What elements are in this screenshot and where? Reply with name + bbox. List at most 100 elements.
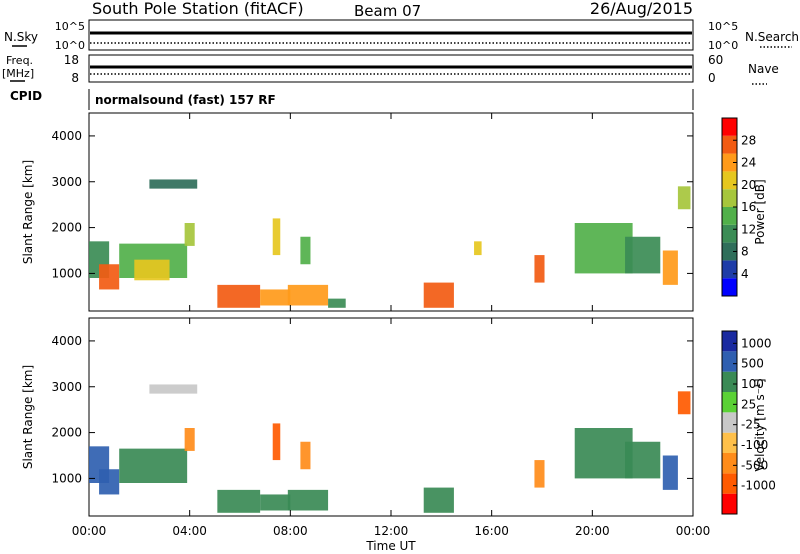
power-echo-patch bbox=[287, 284, 329, 306]
power-colorbar-swatch bbox=[722, 207, 737, 225]
power-echo-patch bbox=[677, 186, 691, 210]
power-colorbar-swatch bbox=[722, 171, 737, 190]
power-echo-patch bbox=[534, 255, 545, 283]
velocity-panel: 1000 2000 3000 4000 Slant Range [km] 1000 50… bbox=[21, 317, 776, 517]
velocity-echo-patch bbox=[287, 489, 329, 511]
colorbar-tick-label: 1000 bbox=[741, 336, 772, 350]
velocity-echo-patch bbox=[99, 469, 120, 495]
power-colorbar-swatch bbox=[722, 278, 737, 296]
power-echo-patch bbox=[99, 264, 120, 290]
y-tick-label: 3000 bbox=[51, 380, 82, 394]
colorbar-tick-label: -25 bbox=[741, 418, 761, 432]
velocity-data-layer bbox=[89, 384, 691, 513]
velocity-colorbar-swatch bbox=[722, 412, 737, 433]
power-echo-patch bbox=[149, 179, 198, 189]
velocity-ylabel: Slant Range [km] bbox=[21, 365, 35, 469]
date-label: 26/Aug/2015 bbox=[590, 0, 693, 18]
power-echo-patch bbox=[272, 218, 281, 256]
velocity-colorbar-swatch bbox=[722, 371, 737, 392]
x-tick-label: 00:00 bbox=[72, 524, 107, 538]
colorbar-tick-label: 24 bbox=[741, 156, 756, 170]
colorbar-tick-label: 12 bbox=[741, 222, 756, 236]
velocity-colorbar-label: Velocity [m s⁻¹] bbox=[753, 378, 767, 471]
y-tick-label: 2000 bbox=[51, 221, 82, 235]
colorbar-tick-label: 100 bbox=[741, 377, 764, 391]
nsearch-label: N.Search bbox=[745, 30, 799, 44]
power-ylabel: Slant Range [km] bbox=[21, 160, 35, 264]
velocity-echo-patch bbox=[260, 494, 291, 511]
nave-tick-high: 60 bbox=[708, 53, 723, 67]
nsky-tick-low: 10^0 bbox=[55, 39, 85, 52]
station-title: South Pole Station (fitACF) bbox=[92, 0, 304, 18]
x-tick-label: 20:00 bbox=[575, 524, 610, 538]
freq-label: Freq. bbox=[6, 54, 33, 67]
power-echo-patch bbox=[217, 284, 261, 308]
velocity-y-ticks: 1000 2000 3000 4000 bbox=[51, 334, 693, 485]
x-tick-label: 00:00 bbox=[676, 524, 711, 538]
power-colorbar-swatch bbox=[722, 260, 737, 279]
time-axis-label: Time UT bbox=[365, 539, 416, 553]
nave-label: Nave bbox=[748, 62, 779, 76]
x-tick-label: 12:00 bbox=[374, 524, 409, 538]
colorbar-tick-label: 20 bbox=[741, 178, 756, 192]
freq-unit: [MHz] bbox=[2, 67, 34, 80]
power-colorbar-swatch bbox=[722, 135, 737, 154]
nsearch-tick-low: 10^0 bbox=[708, 39, 738, 52]
power-echo-patch bbox=[474, 241, 482, 256]
power-colorbar-swatch bbox=[722, 242, 737, 261]
power-colorbar-swatch bbox=[722, 153, 737, 172]
y-tick-label: 3000 bbox=[51, 175, 82, 189]
velocity-echo-patch bbox=[217, 489, 261, 513]
colorbar-tick-label: 28 bbox=[741, 133, 756, 147]
power-y-ticks: 1000 2000 3000 4000 bbox=[51, 129, 693, 280]
velocity-colorbar-swatch bbox=[722, 351, 737, 372]
power-echo-patch bbox=[574, 223, 633, 274]
velocity-colorbar-frame bbox=[721, 330, 738, 515]
x-tick-label: 04:00 bbox=[172, 524, 207, 538]
power-echo-patch bbox=[423, 282, 454, 308]
colorbar-tick-label: -1000 bbox=[741, 479, 776, 493]
velocity-echo-patch bbox=[423, 487, 454, 513]
colorbar-tick-label: -100 bbox=[741, 438, 768, 452]
power-echo-patch bbox=[184, 223, 195, 246]
velocity-plot-frame bbox=[88, 317, 694, 517]
velocity-echo-patch bbox=[677, 391, 691, 415]
velocity-colorbar-swatch bbox=[722, 432, 737, 453]
cpid-text: normalsound (fast) 157 RF bbox=[95, 93, 276, 107]
power-panel: 1000 2000 3000 4000 Slant Range [km] 4 8 12 16… bbox=[21, 112, 767, 312]
power-colorbar-swatch bbox=[722, 189, 737, 207]
y-tick-label: 1000 bbox=[51, 266, 82, 280]
x-tick-label: 08:00 bbox=[273, 524, 308, 538]
nsky-label: N.Sky bbox=[4, 30, 38, 44]
power-echo-patch bbox=[134, 259, 170, 281]
colorbar-tick-label: 4 bbox=[741, 267, 749, 281]
velocity-echo-patch bbox=[184, 428, 195, 451]
velocity-colorbar: 1000 500 100 25 -25 -100 -500 -1000 bbox=[721, 330, 776, 515]
power-data-layer bbox=[89, 179, 691, 308]
y-tick-label: 4000 bbox=[51, 129, 82, 143]
velocity-colorbar-swatch bbox=[722, 473, 737, 494]
time-axis: 00:00 04:00 08:00 12:00 16:00 20:00 00:00 bbox=[72, 113, 711, 538]
power-colorbar: 4 8 12 16 20 24 28 bbox=[721, 117, 756, 297]
power-plot-frame bbox=[88, 112, 694, 312]
colorbar-tick-label: -500 bbox=[741, 458, 768, 472]
power-colorbar-label: Power [dB] bbox=[753, 179, 767, 244]
velocity-echo-patch bbox=[574, 428, 633, 479]
power-echo-patch bbox=[300, 236, 311, 265]
colorbar-tick-label: 25 bbox=[741, 397, 756, 411]
power-echo-patch bbox=[328, 298, 346, 308]
nsky-panel bbox=[88, 19, 694, 51]
velocity-echo-patch bbox=[625, 441, 661, 479]
y-tick-label: 4000 bbox=[51, 334, 82, 348]
beam-label: Beam 07 bbox=[354, 2, 421, 20]
y-tick-label: 2000 bbox=[51, 426, 82, 440]
nave-tick-low: 0 bbox=[708, 71, 716, 85]
freq-tick-high: 18 bbox=[64, 53, 79, 67]
velocity-echo-patch bbox=[662, 455, 678, 490]
power-echo-patch bbox=[662, 250, 678, 285]
velocity-colorbar-swatch bbox=[722, 331, 737, 352]
power-echo-patch bbox=[625, 236, 661, 274]
cpid-label: CPID bbox=[10, 89, 42, 103]
velocity-colorbar-swatch bbox=[722, 453, 737, 474]
